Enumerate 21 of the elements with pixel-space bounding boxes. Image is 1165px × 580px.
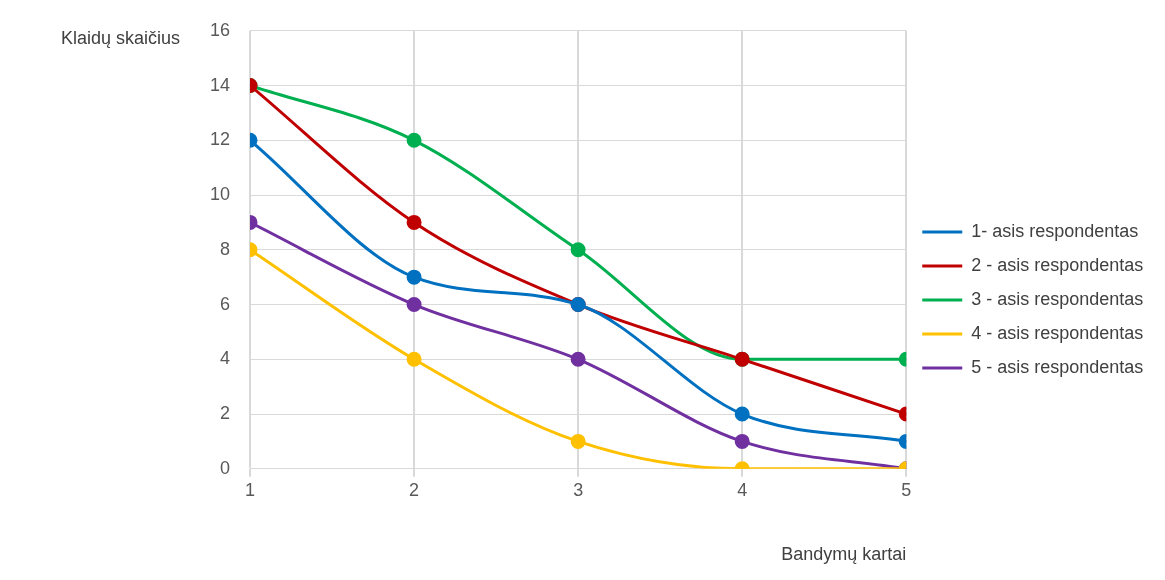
y-tick-label: 6 [220,293,231,314]
x-tick-label: 3 [573,479,584,500]
x-tick-label: 4 [737,479,748,500]
y-tick-label: 4 [220,348,231,369]
legend-label: 4 - asis respondentas [971,322,1144,343]
y-tick-label: 12 [209,129,231,150]
x-tick-label: 1 [245,479,256,500]
legend-label: 3 - asis respondentas [971,288,1144,309]
y-tick-label: 14 [209,74,231,95]
y-tick-label: 16 [209,19,231,40]
x-tick-label: 5 [901,479,912,500]
y-tick-label: 8 [220,238,231,259]
y-tick-label: 10 [209,184,231,205]
y-tick-label: 0 [220,457,231,478]
y-axis-title: Klaidų skaičius [60,27,180,48]
y-tick-label: 2 [220,403,231,424]
x-axis-title: Bandymų kartai [781,544,907,565]
legend-label: 5 - asis respondentas [971,356,1144,377]
legend-label: 1- asis respondentas [971,220,1139,241]
x-tick-label: 2 [409,479,420,500]
legend-label: 2 - asis respondentas [971,254,1144,275]
